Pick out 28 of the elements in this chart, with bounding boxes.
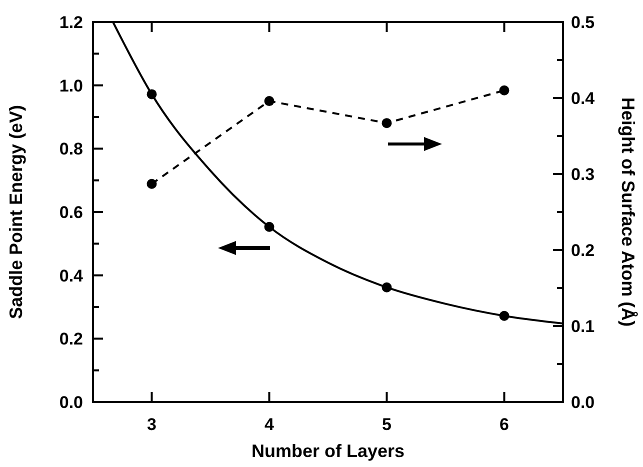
- point: [499, 85, 510, 96]
- y2-tick-label: 0.1: [571, 317, 595, 336]
- x-tick-label: 3: [147, 415, 156, 434]
- y-tick-label: 0.4: [59, 266, 84, 286]
- x-tick-label: 4: [264, 415, 275, 434]
- x-tick-label: 6: [500, 415, 509, 434]
- y-tick-label: 0.6: [59, 203, 83, 222]
- y2-axis-title: Height of Surface Atom (Å): [618, 97, 638, 327]
- x-axis-title: Number of Layers: [251, 441, 405, 461]
- y-tick-label: 0.8: [59, 140, 83, 159]
- point: [382, 118, 392, 128]
- y-axis-title: Saddle Point Energy (eV): [6, 104, 26, 320]
- point: [146, 178, 157, 189]
- point: [382, 282, 392, 292]
- y-tick-label: 1.0: [59, 76, 83, 96]
- y2-tick-label: 0.0: [571, 393, 595, 412]
- x-tick-label: 5: [382, 415, 392, 434]
- point: [264, 96, 274, 106]
- y-tick-label: 0.2: [59, 330, 83, 349]
- point: [146, 89, 157, 100]
- point: [499, 310, 510, 321]
- y-tick-label: 0.0: [59, 393, 83, 412]
- point: [264, 222, 274, 232]
- y2-tick-label: 0.3: [571, 165, 595, 184]
- y2-tick-label: 0.4: [571, 89, 596, 108]
- y-tick-label: 1.2: [59, 13, 83, 32]
- y2-tick-label: 0.2: [571, 241, 595, 260]
- y2-tick-label: 0.5: [571, 13, 595, 32]
